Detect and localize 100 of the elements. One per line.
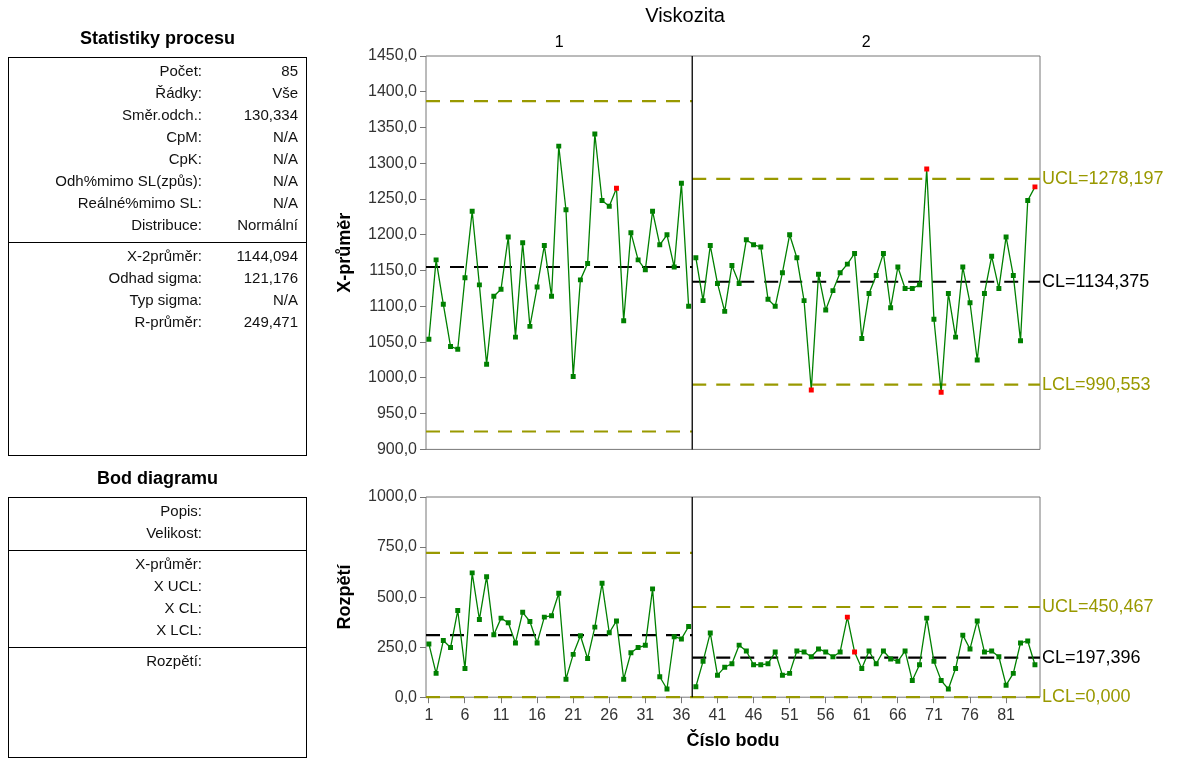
point [505,234,511,240]
point [852,649,858,655]
y-axis-title: X-průměr [333,212,354,293]
point [823,649,829,655]
point [779,672,785,678]
point [635,257,641,263]
point [751,662,757,668]
point [606,630,612,636]
point [592,131,598,137]
point [816,646,821,652]
text: X-2průměr: [125,246,202,266]
text: N/A [272,127,298,147]
y-tick-label: 1300,0 [368,153,418,171]
point [462,275,468,281]
y-tick-label: 1100,0 [369,296,418,314]
point [888,305,894,311]
point [722,664,728,670]
point [1025,198,1031,203]
chart-title: Viskozita [645,3,726,26]
point [1025,638,1031,644]
point [527,619,533,624]
point [491,632,497,638]
text: Směr.odch.: [120,105,202,125]
point [945,291,951,296]
point [678,636,684,642]
point [837,270,843,276]
point [787,232,793,238]
point [469,208,475,214]
point [880,250,886,256]
point [715,280,720,286]
point [642,642,648,648]
point [996,285,1002,291]
point [469,570,475,576]
point [1010,273,1016,279]
point [924,615,930,621]
x-tick-label: 51 [780,706,799,724]
point [455,608,461,613]
text: Typ sigma: [128,290,202,310]
x-tick-label: 16 [528,706,547,724]
y-tick-label: 1250,0 [368,189,418,207]
point [772,303,778,309]
point [498,286,504,292]
point [917,662,922,668]
point [549,613,555,619]
point [873,273,879,279]
point [736,280,742,286]
series-label: UCL=450,467 [1042,595,1154,616]
point [996,654,1002,660]
point [837,649,843,655]
text: 121,176 [242,268,298,288]
point [628,230,634,236]
point [700,658,706,664]
point [606,203,612,209]
y-tick-label: 1200,0 [368,225,418,243]
point [974,618,980,624]
text: Rozpětí: [145,651,202,671]
point [981,649,987,655]
point [556,143,562,149]
point [577,277,583,283]
point [426,336,432,342]
x-tick-label: 31 [636,706,655,724]
point [585,656,591,662]
point [808,387,814,393]
text: Vše [271,83,298,103]
point [671,634,677,640]
text: Bod diagramu [96,467,219,490]
point [433,257,439,263]
text: Popis: [159,501,202,521]
point [621,676,627,682]
point [758,662,764,668]
point [715,672,720,678]
point [541,614,547,620]
point [520,609,526,615]
point [736,642,742,648]
point [707,243,713,249]
text: 1 [554,33,564,51]
point [512,640,518,646]
point [989,253,995,259]
point [700,298,706,304]
point [628,650,634,656]
x-tick-label: 76 [961,706,980,724]
point [772,649,778,655]
point [585,260,591,266]
series-label: CL=1134,375 [1042,270,1150,291]
point [917,282,922,288]
point [1032,184,1038,190]
point [556,590,562,596]
y-tick-label: 1050,0 [368,332,418,350]
point [902,285,908,291]
point [527,323,533,329]
text: 249,471 [242,312,298,332]
y-tick-label: 1000,0 [368,368,418,386]
text: X-průměr: [134,554,202,574]
point [707,630,713,636]
text: Velikost: [145,523,202,543]
text: X CL: [163,598,202,618]
point [650,208,656,214]
point [794,648,800,654]
point [938,389,944,395]
point [433,670,439,676]
